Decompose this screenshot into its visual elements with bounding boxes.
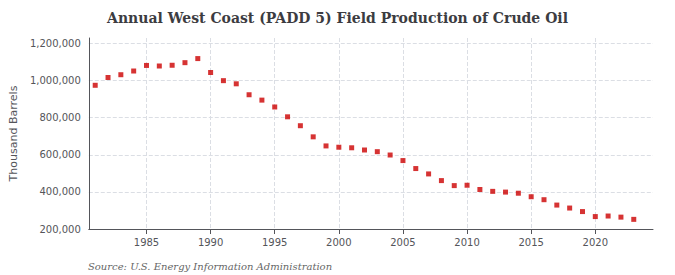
svg-text:1995: 1995 bbox=[262, 237, 287, 248]
svg-text:2010: 2010 bbox=[454, 237, 479, 248]
svg-text:1990: 1990 bbox=[198, 237, 223, 248]
svg-text:2015: 2015 bbox=[518, 237, 543, 248]
svg-text:400,000: 400,000 bbox=[39, 186, 80, 197]
svg-text:Annual West Coast (PADD 5) Fie: Annual West Coast (PADD 5) Field Product… bbox=[106, 10, 568, 26]
svg-text:600,000: 600,000 bbox=[39, 149, 80, 160]
svg-text:2005: 2005 bbox=[390, 237, 415, 248]
svg-text:1,200,000: 1,200,000 bbox=[30, 38, 81, 49]
svg-text:1,000,000: 1,000,000 bbox=[30, 75, 81, 86]
svg-text:Thousand Barrels: Thousand Barrels bbox=[7, 85, 20, 182]
svg-text:200,000: 200,000 bbox=[39, 224, 80, 235]
svg-text:800,000: 800,000 bbox=[39, 112, 80, 123]
svg-text:1985: 1985 bbox=[134, 237, 159, 248]
svg-text:2000: 2000 bbox=[326, 237, 351, 248]
svg-text:Source: U.S. Energy Informatio: Source: U.S. Energy Information Administ… bbox=[88, 261, 332, 272]
svg-text:2020: 2020 bbox=[583, 237, 608, 248]
